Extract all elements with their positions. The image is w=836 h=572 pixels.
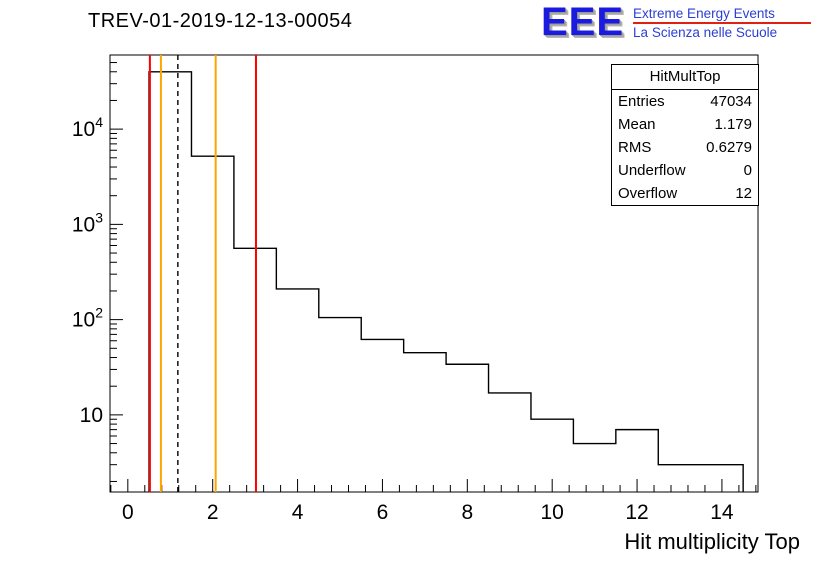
logo-line2: La Scienza nelle Scuole <box>633 25 778 40</box>
y-tick-label: 103 <box>72 209 103 236</box>
eee-logo-text-block: Extreme Energy Events La Scienza nelle S… <box>633 3 813 40</box>
stat-label: Overflow <box>618 185 678 202</box>
y-tick-label: 104 <box>72 114 103 141</box>
plot-frame <box>109 54 759 493</box>
x-tick-label: 14 <box>710 501 734 524</box>
stat-value: 1.179 <box>714 116 752 133</box>
stats-title: HitMultTop <box>612 65 758 90</box>
x-tick-label: 10 <box>541 501 564 524</box>
logo-line1: Extreme Energy Events <box>633 6 775 21</box>
stats-row-underflow: Underflow 0 <box>612 159 758 182</box>
stat-label: Mean <box>618 116 656 133</box>
stats-row-mean: Mean 1.179 <box>612 113 758 136</box>
eee-logo-acronym: EEE <box>541 0 625 44</box>
stat-label: Entries <box>618 93 665 110</box>
histogram-step-line <box>148 71 744 492</box>
x-tick-label: 6 <box>377 501 389 524</box>
x-axis-title: Hit multiplicity Top <box>624 529 800 554</box>
stat-label: RMS <box>618 139 652 156</box>
stat-value: 47034 <box>710 93 752 110</box>
x-tick-label: 4 <box>292 501 304 524</box>
stat-label: Underflow <box>618 162 686 179</box>
stats-box: HitMultTop Entries 47034 Mean 1.179 RMS … <box>611 64 759 206</box>
eee-logo: EEE Extreme Energy Events La Scienza nel… <box>541 0 813 44</box>
stat-value: 0 <box>743 162 752 179</box>
x-tick-label: 2 <box>207 501 219 524</box>
x-tick-label: 12 <box>625 501 648 524</box>
stats-row-entries: Entries 47034 <box>612 90 758 113</box>
logo-divider <box>633 22 812 24</box>
x-tick-label: 8 <box>461 501 473 524</box>
stat-value: 0.6279 <box>706 139 752 156</box>
stats-row-rms: RMS 0.6279 <box>612 136 758 159</box>
stats-row-overflow: Overflow 12 <box>612 182 758 205</box>
y-tick-label: 102 <box>72 305 103 332</box>
x-tick-label: 0 <box>122 501 134 524</box>
plot-title: TREV-01-2019-12-13-00054 <box>88 10 353 32</box>
stat-value: 12 <box>735 185 752 202</box>
y-tick-label: 10 <box>80 404 103 427</box>
